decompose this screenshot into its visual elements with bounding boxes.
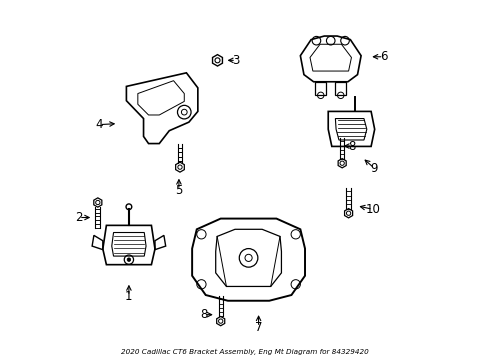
Text: 8: 8: [348, 140, 356, 153]
Text: 3: 3: [232, 54, 240, 67]
Text: 10: 10: [366, 203, 380, 216]
Text: 9: 9: [370, 162, 378, 175]
Circle shape: [127, 258, 131, 261]
Text: 5: 5: [175, 184, 183, 197]
Text: 4: 4: [96, 118, 103, 131]
Text: 8: 8: [200, 308, 208, 321]
Text: 2: 2: [75, 211, 83, 224]
Text: 1: 1: [125, 289, 133, 303]
Text: 6: 6: [380, 50, 388, 63]
Text: 2020 Cadillac CT6 Bracket Assembly, Eng Mt Diagram for 84329420: 2020 Cadillac CT6 Bracket Assembly, Eng …: [121, 349, 369, 355]
Text: 7: 7: [255, 321, 262, 334]
